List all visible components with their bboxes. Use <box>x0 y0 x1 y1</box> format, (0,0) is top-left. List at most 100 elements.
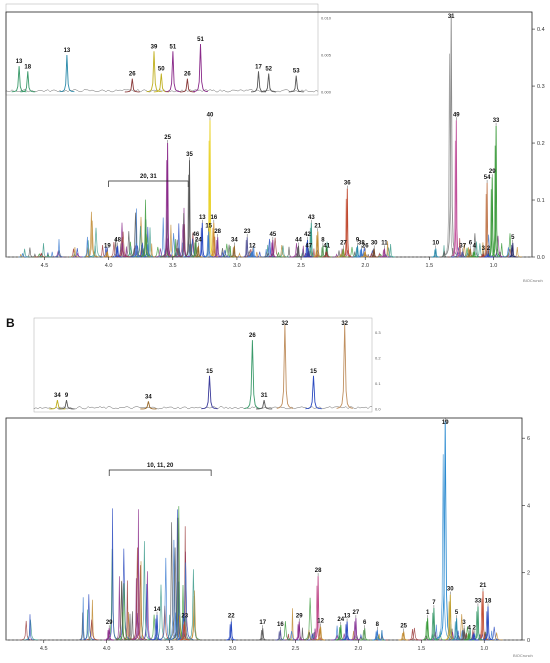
inset-peak-line <box>276 324 294 409</box>
background-peak <box>502 247 515 258</box>
y-tick-label: 2 <box>527 571 530 577</box>
background-peak <box>19 620 33 641</box>
peak-label: 4 <box>473 243 477 249</box>
peak-label: 15 <box>205 223 212 229</box>
peak-47: 47 <box>304 243 313 258</box>
inset-peak-label: 26 <box>249 333 256 339</box>
y-tick-label: 0.0 <box>537 255 545 261</box>
inset-peak-line <box>305 375 322 410</box>
background-peak <box>82 236 93 258</box>
inset-peak-label: 26 <box>129 72 136 78</box>
inset-y-tick-label: 0.1 <box>375 381 381 386</box>
background-peak <box>158 217 169 258</box>
peak-label: 33 <box>475 598 482 604</box>
peak-label: 11 <box>381 240 388 246</box>
peak-16: 16 <box>275 622 285 641</box>
peak-label: 41 <box>323 243 330 249</box>
y-tick-label: 0.4 <box>537 27 545 33</box>
y-tick-label: 6 <box>527 436 530 442</box>
peak-line <box>342 198 350 257</box>
inset-peak-line <box>165 51 181 93</box>
peak-line <box>468 634 478 641</box>
background-peak <box>119 612 127 641</box>
peak-label: 8 <box>376 622 380 628</box>
peak-label: 19 <box>442 420 449 426</box>
peak-11: 11 <box>380 240 389 258</box>
peak-line <box>229 247 237 258</box>
inset-peak-32: 32 <box>336 321 353 409</box>
peak-label: 8 <box>321 238 325 244</box>
background-peak <box>71 247 79 258</box>
panel-b-inset-frame <box>33 317 373 413</box>
peak-label: 37 <box>459 243 466 249</box>
peak-line <box>458 252 466 258</box>
inset-peak-13: 13 <box>59 48 75 93</box>
peak-7: 7 <box>428 600 439 641</box>
peak-29: 29 <box>103 620 114 641</box>
x-tick-label: 1.0 <box>490 263 498 269</box>
x-tick-label: 3.0 <box>233 263 241 269</box>
panel-a-x-axis: 4.5 4.0 3.5 3.0 2.5 2.0 1.5 1.0 <box>41 257 498 269</box>
peak-label: 27 <box>353 610 360 616</box>
peak-25: 25 <box>398 624 409 641</box>
peak-label: 5 <box>455 610 459 616</box>
background-peak <box>140 199 151 257</box>
peak-label: 44 <box>295 238 302 244</box>
peak-28: 28 <box>213 229 222 258</box>
inset-peak-26: 26 <box>244 333 261 409</box>
peak-12: 12 <box>315 619 326 641</box>
peak-label: 21 <box>314 223 321 229</box>
peak-27: 27 <box>350 610 361 641</box>
peak-54: 54 <box>482 175 491 257</box>
inset-peak-label: 34 <box>54 393 61 399</box>
peak-17: 17 <box>257 620 268 641</box>
peak-label: 38 <box>358 240 365 246</box>
inset-y-tick-label: 0.2 <box>375 355 381 360</box>
inset-peak-label: 53 <box>293 69 300 75</box>
peak-label: 3 <box>482 246 486 252</box>
peak-4: 4 <box>469 243 479 258</box>
inset-peak-line <box>192 43 208 93</box>
background-peak <box>115 581 128 640</box>
inset-peak-label: 18 <box>24 64 31 70</box>
inset-peak-52: 52 <box>261 67 277 93</box>
peak-line <box>293 624 303 641</box>
peak-label: 30 <box>447 587 454 593</box>
background-peak <box>142 244 154 258</box>
peak-label: 35 <box>186 152 193 158</box>
peak-label: 18 <box>485 598 492 604</box>
background-peak <box>407 627 421 641</box>
background-peak <box>85 220 99 258</box>
peak-26: 26 <box>360 243 369 258</box>
background-peak <box>303 632 316 641</box>
background-peak <box>26 614 34 641</box>
inset-peak-line <box>256 400 273 410</box>
inset-peak-26: 26 <box>124 72 140 93</box>
background-peak <box>186 569 201 640</box>
peak-34: 34 <box>229 238 238 258</box>
background-peak <box>331 634 343 641</box>
background-peak <box>284 246 294 258</box>
peak-line <box>491 125 501 257</box>
inset-peak-51: 51 <box>192 37 208 93</box>
x-tick-label: 3.5 <box>169 263 177 269</box>
peak-line <box>268 242 276 258</box>
peak-label: 6 <box>469 240 473 246</box>
peak-label: 13 <box>199 215 206 221</box>
background-peak <box>153 584 169 640</box>
inset-peak-18: 18 <box>20 64 36 93</box>
peak-line <box>482 611 491 641</box>
peak-label: 12 <box>249 243 256 249</box>
x-tick-label: 4.5 <box>40 646 48 652</box>
peak-line <box>179 624 188 641</box>
peak-line <box>428 612 437 641</box>
peak-label: 3 <box>462 620 466 626</box>
peak-line <box>398 632 407 641</box>
panel-b-bracket <box>108 469 212 476</box>
inset-peak-line <box>146 51 162 93</box>
peak-45: 45 <box>268 232 277 258</box>
